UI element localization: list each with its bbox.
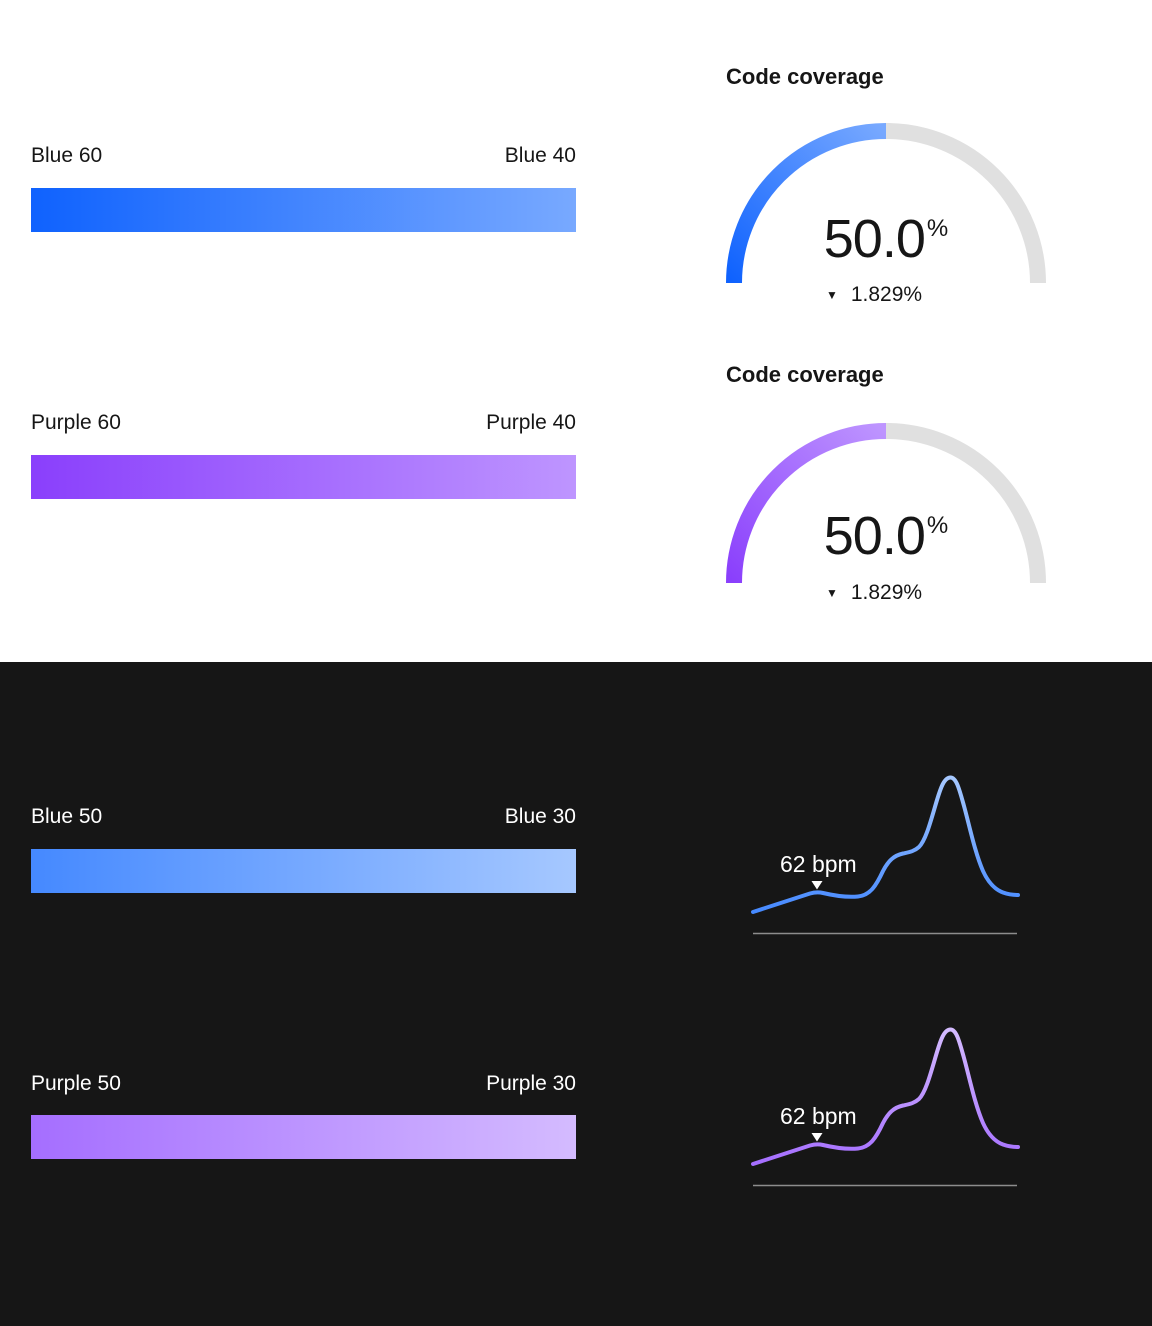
heart-rate-line [751, 1027, 1020, 1166]
gauge-delta-value: 1.829% [850, 283, 923, 306]
swatch-labels-blue-50-30: Blue 50 Blue 30 [31, 804, 576, 830]
swatch-right-label: Purple 40 [486, 411, 576, 434]
gauge-chart-purple [726, 423, 1046, 584]
gauge-value-arc [726, 423, 887, 584]
gauge-value-number: 50.0 [823, 209, 926, 269]
gauge-title: Code coverage [726, 64, 884, 89]
swatch-left-label: Blue 60 [31, 144, 103, 167]
swatch-left-label: Purple 50 [31, 1072, 121, 1095]
gauge-chart-blue [726, 123, 1046, 284]
gauge-delta: ▼ 1.829% [714, 284, 1034, 305]
swatch-right-label: Blue 40 [504, 144, 576, 167]
gauge-value: 50.0 % [726, 509, 1046, 563]
gradient-swatch-blue-60-40 [31, 188, 576, 232]
bpm-annotation: 62 bpm [780, 1103, 857, 1129]
caret-down-icon: ▼ [825, 585, 838, 600]
heart-rate-line [751, 775, 1020, 914]
gauge-value: 50.0 % [726, 212, 1046, 266]
bpm-annotation: 62 bpm [780, 851, 857, 877]
gauge-title: Code coverage [726, 362, 884, 387]
swatch-left-label: Purple 60 [31, 411, 121, 434]
gauge-value-unit: % [926, 215, 949, 242]
dark-section-background [0, 662, 1152, 1326]
gradient-swatch-purple-50-30 [31, 1115, 576, 1159]
swatch-right-label: Purple 30 [486, 1072, 576, 1095]
gauge-delta-value: 1.829% [850, 581, 923, 604]
gauge-delta: ▼ 1.829% [714, 582, 1034, 603]
swatch-left-label: Blue 50 [31, 805, 103, 828]
annotation-marker-down-icon [811, 881, 823, 890]
swatch-right-label: Blue 30 [504, 805, 576, 828]
annotation-marker-down-icon [811, 1133, 823, 1142]
swatch-labels-purple-50-30: Purple 50 Purple 30 [31, 1071, 576, 1097]
gauge-value-unit: % [926, 512, 949, 539]
gauge-value-arc [726, 123, 887, 284]
swatch-labels-purple-60-40: Purple 60 Purple 40 [31, 410, 576, 436]
caret-down-icon: ▼ [825, 287, 838, 302]
heart-rate-chart-blue [751, 775, 1020, 935]
gauge-track-arc [885, 423, 1046, 584]
gauge-value-number: 50.0 [823, 506, 926, 566]
gauge-track-arc [885, 123, 1046, 284]
gradient-swatch-purple-60-40 [31, 455, 576, 499]
heart-rate-chart-purple [751, 1027, 1020, 1187]
swatch-labels-blue-60-40: Blue 60 Blue 40 [31, 143, 576, 169]
gradient-swatch-blue-50-30 [31, 849, 576, 893]
